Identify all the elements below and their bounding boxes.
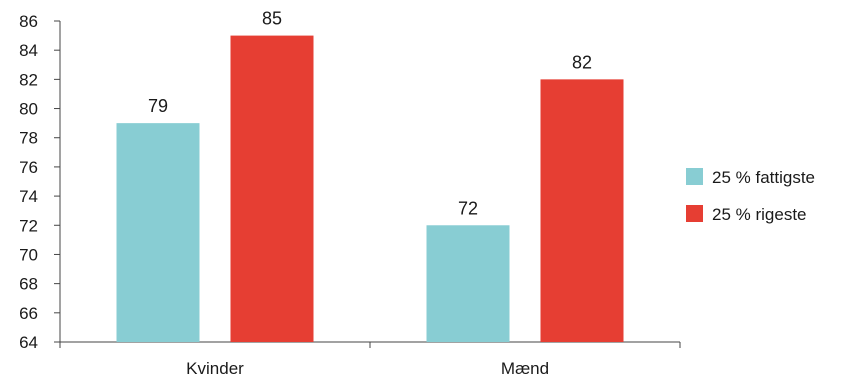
legend-label: 25 % rigeste [712,205,807,224]
legend-swatch [686,205,703,222]
x-category-label: Mænd [501,359,549,378]
y-tick-label: 66 [19,304,38,323]
y-tick-label: 76 [19,158,38,177]
x-axis: Kvinder Mænd [59,341,681,378]
y-tick-label: 64 [19,333,38,352]
legend: 25 % fattigste 25 % rigeste [686,168,815,224]
bar [230,35,314,342]
y-tick-label: 80 [19,100,38,119]
bars [116,35,624,343]
y-tick-label: 70 [19,245,38,264]
data-label: 85 [262,9,282,29]
bar [116,123,200,343]
y-tick-label: 82 [19,70,38,89]
data-label: 82 [572,52,592,72]
y-tick-label: 78 [19,129,38,148]
y-tick-label: 74 [19,187,38,206]
legend-label: 25 % fattigste [712,168,815,187]
bar [540,79,624,342]
y-tick-label: 68 [19,275,38,294]
y-axis: 64 66 68 70 72 74 76 78 80 82 84 86 [19,12,61,352]
data-labels: 79 85 72 82 [148,9,592,219]
legend-swatch [686,168,703,185]
data-label: 79 [148,96,168,116]
y-tick-label: 84 [19,41,38,60]
y-tick-label: 86 [19,12,38,31]
data-label: 72 [458,198,478,218]
bar [426,225,510,342]
x-category-label: Kvinder [186,359,244,378]
y-tick-label: 72 [19,216,38,235]
